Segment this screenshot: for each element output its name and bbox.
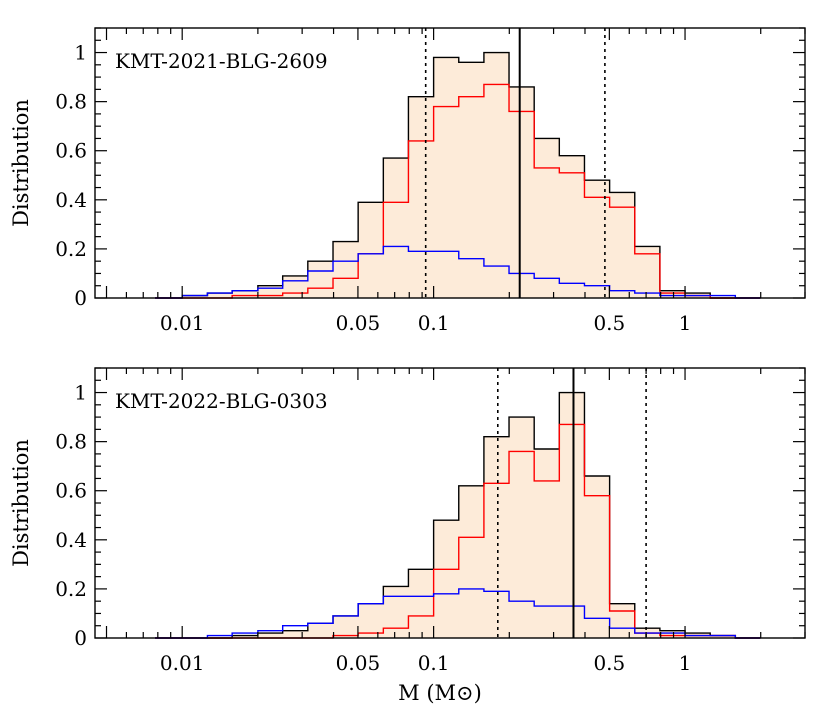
y-tick-label: 0.2 — [55, 237, 87, 261]
x-tick-label: 0.01 — [160, 651, 205, 675]
panel-label: KMT-2022-BLG-0303 — [115, 389, 328, 413]
panel-bottom: 0.01 0.05 0.1 0.5 1 0 0.2 0.4 0.6 0.8 1 Distributio… — [9, 367, 806, 675]
y-axis-title: Distribution — [9, 99, 33, 227]
histogram-line-total — [155, 51, 761, 299]
histogram-line-component-blue — [155, 245, 761, 299]
y-tick-label: 0.8 — [55, 90, 87, 114]
y-tick-label: 1 — [74, 41, 87, 65]
x-axis-title: M (M⊙) — [398, 681, 482, 705]
x-tick-label: 1 — [679, 311, 692, 335]
x-tick-label: 0.5 — [593, 311, 625, 335]
y-tick-label: 0 — [74, 626, 87, 650]
x-tick-label: 0.05 — [336, 311, 381, 335]
y-tick-label: 1 — [74, 381, 87, 405]
y-tick-label: 0.4 — [55, 188, 87, 212]
y-tick-label: 0.2 — [55, 577, 87, 601]
x-tick-label: 1 — [679, 651, 692, 675]
y-tick-label: 0.4 — [55, 528, 87, 552]
panel-top: 0.01 0.05 0.1 0.5 1 0 0.2 0.4 0.6 0.8 1 Distributio… — [9, 27, 806, 335]
x-tick-label: 0.1 — [418, 651, 450, 675]
histogram-fill-total — [155, 392, 761, 638]
y-axis-title: Distribution — [9, 439, 33, 567]
x-tick-label: 0.5 — [593, 651, 625, 675]
panel-label: KMT-2021-BLG-2609 — [115, 49, 328, 73]
y-tick-label: 0.6 — [55, 139, 87, 163]
histogram-line-component-red — [155, 83, 761, 299]
x-tick-label: 0.05 — [336, 651, 381, 675]
x-tick-label: 0.01 — [160, 311, 205, 335]
histogram-line-component-blue — [155, 588, 761, 639]
panel-label-box — [107, 382, 393, 418]
histogram-fill-total — [155, 52, 761, 298]
histogram-line-total — [155, 391, 761, 639]
y-tick-label: 0.6 — [55, 479, 87, 503]
y-tick-label: 0.8 — [55, 430, 87, 454]
panel-label-box — [107, 42, 393, 78]
y-tick-label: 0 — [74, 286, 87, 310]
x-tick-label: 0.1 — [418, 311, 450, 335]
